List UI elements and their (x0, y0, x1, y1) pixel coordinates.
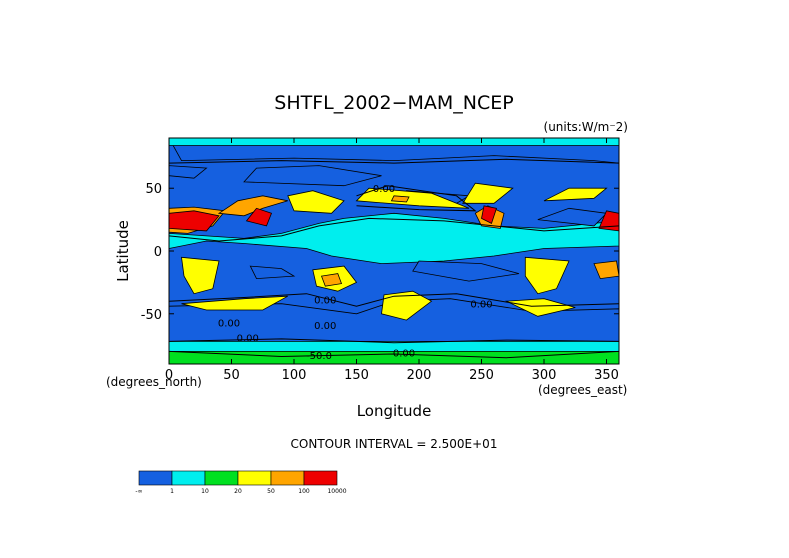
heatmap-region-28 (481, 205, 498, 224)
legend-tick-label-3: 20 (234, 488, 242, 495)
legend-tick-label-1: 1 (170, 488, 174, 495)
contour-label-2: 0.00 (218, 318, 240, 329)
heatmap-region-8 (249, 265, 296, 280)
y-unit-label: (degrees_north) (106, 375, 202, 389)
heatmap-region-26 (524, 256, 570, 295)
heatmap-region-12 (169, 165, 208, 179)
heatmap-region-29 (462, 182, 514, 204)
contour-interval-note: CONTOUR INTERVAL = 2.500E+01 (291, 437, 498, 451)
legend-tick-label-5: 100 (298, 488, 310, 495)
heatmap-region-13 (243, 165, 382, 187)
contour-line-4 (169, 217, 619, 242)
legend-tick-label-4: 50 (267, 488, 275, 495)
heatmap-region-17 (543, 187, 608, 202)
heatmap-region-4 (381, 290, 433, 321)
heatmap-region-23 (181, 256, 220, 295)
heatmap-region-25 (320, 273, 343, 287)
contour-lines (169, 158, 619, 359)
heatmap-region-30 (593, 260, 619, 280)
heatmap-region-22 (287, 190, 345, 214)
x-tick-label-50: 50 (223, 368, 240, 383)
heatmap-region-7 (412, 260, 520, 282)
y-tick-label--50: -50 (141, 308, 162, 323)
x-tick-label-350: 350 (594, 368, 619, 383)
x-axis-label: Longitude (357, 402, 432, 420)
contour-labels: 0.00 0.00 0.00 0.00 0.00 0.00 -50.0 0.00 (218, 184, 493, 362)
heatmap-cells (169, 138, 619, 364)
chart-title: SHTFL_2002−MAM_NCEP (274, 92, 513, 114)
legend-swatch-1 (171, 470, 206, 486)
x-tick-label-200: 200 (407, 368, 432, 383)
heatmap-region-5 (504, 298, 576, 317)
units-label: (units:W/m⁻2) (544, 120, 628, 134)
x-tick-label-150: 150 (344, 368, 369, 383)
heatmap-region-20 (217, 195, 288, 217)
legend-tick-label-0: -∞ (135, 488, 142, 495)
y-tick-label-50: 50 (145, 182, 162, 197)
heatmap-region-19 (169, 210, 220, 232)
heatmap-region-15 (355, 187, 470, 209)
legend-swatch-3 (237, 470, 272, 486)
contour-label-1: 0.00 (314, 296, 336, 307)
x-unit-label: (degrees_east) (538, 383, 627, 397)
heatmap-region-21 (245, 207, 273, 227)
legend-tick-label-6: 10000 (327, 488, 346, 495)
heatmap-region-2 (169, 350, 619, 364)
heatmap-region-16 (390, 195, 410, 203)
y-tick-label-0: 0 (154, 245, 162, 260)
y-axis: -50 0 50 (141, 182, 619, 323)
contour-line-0 (169, 293, 619, 307)
contour-line-5 (169, 350, 619, 359)
contour-label-6: -50.0 (306, 351, 332, 362)
x-tick-label-300: 300 (532, 368, 557, 383)
contour-label-5: 0.00 (314, 321, 336, 332)
heatmap-region-3 (181, 295, 288, 311)
y-axis-label: Latitude (114, 220, 132, 282)
legend-swatch-5 (303, 470, 338, 486)
contour-line-1 (169, 338, 619, 344)
x-tick-label-250: 250 (469, 368, 494, 383)
contour-line-2 (169, 158, 619, 164)
legend-tick-label-2: 10 (201, 488, 209, 495)
x-tick-label-100: 100 (282, 368, 307, 383)
legend-swatch-2 (204, 470, 239, 486)
legend-swatch-0 (138, 470, 173, 486)
contour-label-7: 0.00 (393, 348, 415, 359)
x-tick-label-0: 0 (165, 368, 173, 383)
x-axis: 0 50 100 150 200 250 300 350 (165, 138, 619, 383)
contour-label-3: 0.00 (470, 300, 492, 311)
contour-label-4: 0.00 (237, 333, 259, 344)
heatmap-region-14 (169, 138, 619, 146)
color-legend: -∞ 1 10 20 50 100 10000 (135, 470, 347, 495)
contour-label-0: 0.00 (373, 184, 395, 195)
contour-line-3 (356, 185, 477, 212)
legend-swatch-4 (270, 470, 305, 486)
